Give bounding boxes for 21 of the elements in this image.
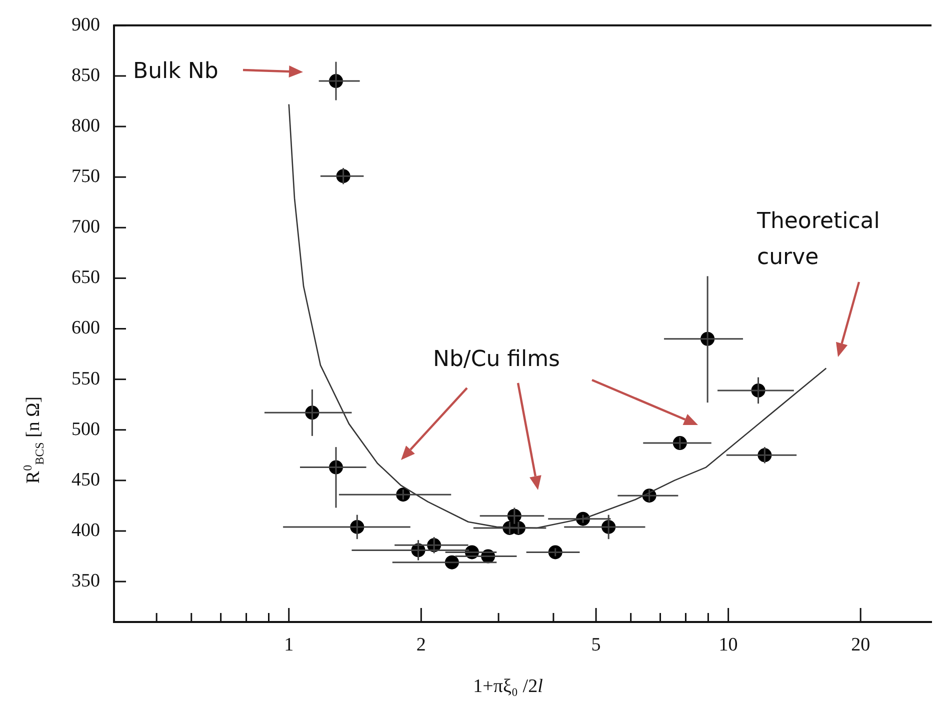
y-tick-label: 900: [72, 14, 100, 36]
x-tick-label: 2: [416, 634, 426, 656]
x-tick-label: 10: [718, 634, 738, 656]
x-axis-title: 1+πξ₀ /2l: [473, 676, 543, 698]
y-tick-label: 650: [72, 267, 100, 288]
x-tick-label: 20: [851, 634, 870, 656]
x-tick-label: 1: [284, 634, 294, 656]
y-tick-label: 450: [72, 469, 100, 490]
annotation: Nb/Cu films: [433, 346, 561, 374]
annotation: Bulk Nb: [133, 58, 220, 86]
y-tick-label: 550: [72, 368, 100, 390]
y-tick-label: 850: [72, 64, 100, 86]
annotation: Theoretical curve: [757, 208, 881, 272]
y-tick-label: 350: [72, 570, 100, 592]
y-tick-label: 600: [72, 318, 100, 339]
y-tick-label: 500: [72, 418, 100, 440]
x-tick-label: 5: [591, 634, 601, 656]
y-tick-label: 400: [72, 520, 100, 541]
y-tick-label: 700: [72, 216, 100, 238]
y-tick-label: 800: [72, 116, 100, 137]
y-tick-label: 750: [72, 166, 100, 188]
